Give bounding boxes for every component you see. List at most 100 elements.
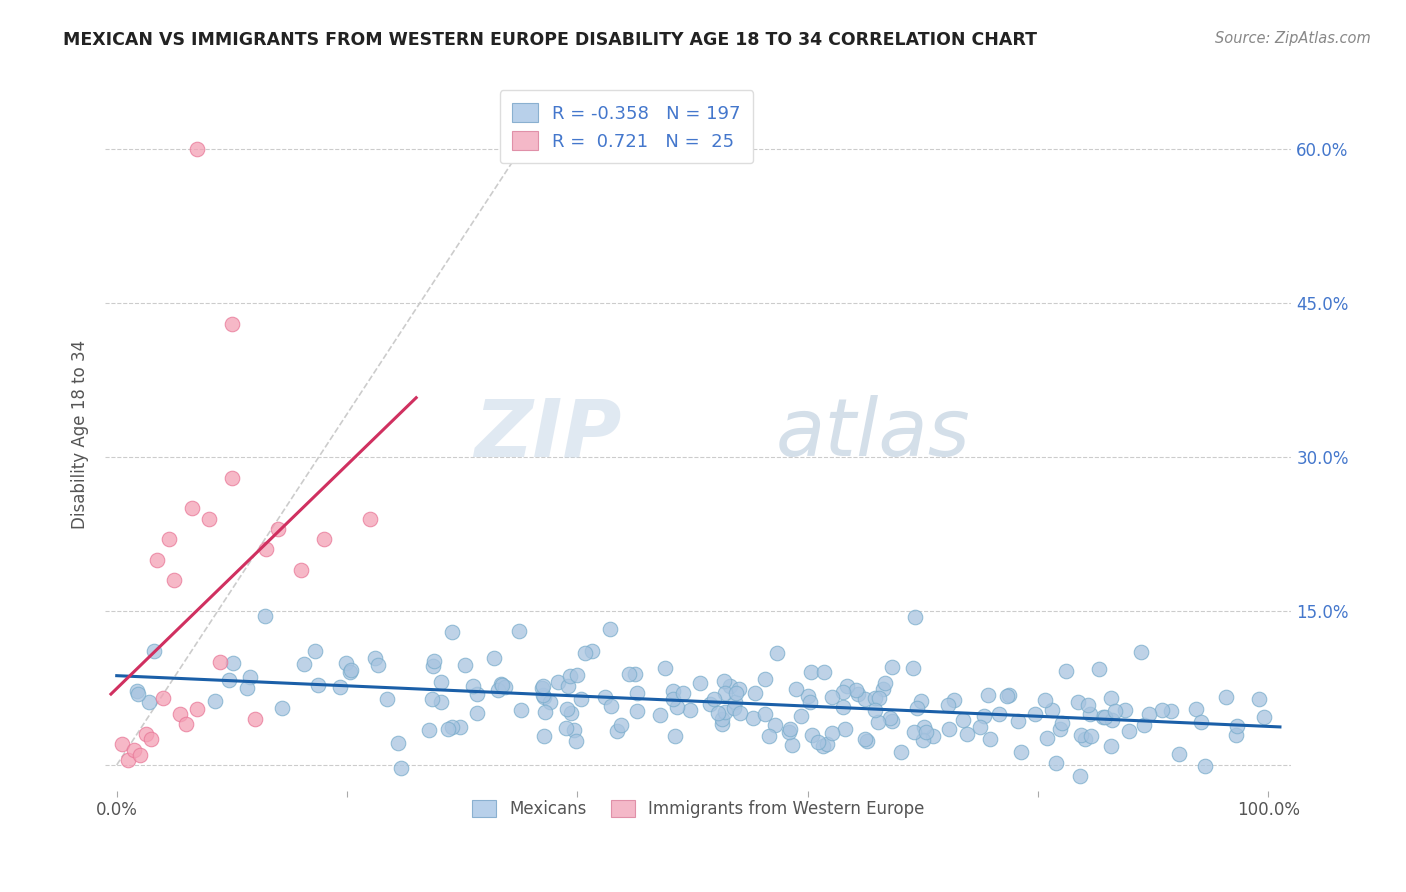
Point <box>763 717 786 731</box>
Point <box>367 657 389 672</box>
Point <box>449 720 471 734</box>
Point <box>491 677 513 691</box>
Point <box>440 625 463 640</box>
Point <box>1054 664 1077 678</box>
Point <box>221 317 243 331</box>
Point <box>292 657 315 672</box>
Point <box>1035 731 1057 745</box>
Point <box>845 683 868 698</box>
Point <box>1114 703 1136 717</box>
Point <box>198 511 221 525</box>
Point <box>956 727 979 741</box>
Point <box>1099 739 1122 753</box>
Point <box>533 729 555 743</box>
Point <box>218 673 240 687</box>
Point <box>560 706 582 720</box>
Point <box>141 732 163 747</box>
Point <box>569 692 592 706</box>
Point <box>1184 702 1206 716</box>
Point <box>730 706 752 721</box>
Point <box>879 711 901 725</box>
Point <box>253 609 276 624</box>
Point <box>256 542 278 557</box>
Point <box>1010 745 1032 759</box>
Point <box>1118 723 1140 738</box>
Point <box>914 725 936 739</box>
Point <box>599 622 621 636</box>
Point <box>1077 698 1099 712</box>
Point <box>1087 662 1109 676</box>
Point <box>626 686 648 700</box>
Point <box>714 686 737 700</box>
Point <box>648 708 671 723</box>
Legend: Mexicans, Immigrants from Western Europe: Mexicans, Immigrants from Western Europe <box>465 794 931 825</box>
Point <box>1167 747 1189 761</box>
Point <box>1194 758 1216 772</box>
Point <box>766 647 789 661</box>
Point <box>699 697 721 711</box>
Point <box>785 681 807 696</box>
Point <box>799 695 821 709</box>
Point <box>890 745 912 759</box>
Point <box>508 624 530 638</box>
Point <box>430 695 453 709</box>
Point <box>339 665 361 679</box>
Point <box>554 721 576 735</box>
Point <box>304 644 326 658</box>
Point <box>491 678 513 692</box>
Point <box>995 689 1018 703</box>
Point <box>973 709 995 723</box>
Point <box>574 646 596 660</box>
Point <box>180 501 202 516</box>
Point <box>665 699 688 714</box>
Point <box>312 532 335 546</box>
Point <box>1101 713 1123 727</box>
Point <box>744 686 766 700</box>
Point <box>654 661 676 675</box>
Point <box>723 701 745 715</box>
Point <box>905 700 928 714</box>
Point <box>998 688 1021 702</box>
Point <box>903 661 925 675</box>
Point <box>938 722 960 736</box>
Point <box>856 734 879 748</box>
Point <box>801 729 824 743</box>
Point <box>853 731 876 746</box>
Point <box>111 738 134 752</box>
Point <box>626 704 648 718</box>
Point <box>813 665 835 680</box>
Point <box>815 737 838 751</box>
Point <box>790 708 813 723</box>
Point <box>540 695 562 709</box>
Point <box>711 717 734 731</box>
Point <box>1033 693 1056 707</box>
Point <box>127 684 149 698</box>
Point <box>531 688 554 702</box>
Point <box>796 689 818 703</box>
Point <box>1225 719 1247 733</box>
Point <box>835 679 858 693</box>
Point <box>979 731 1001 746</box>
Point <box>903 725 925 739</box>
Point <box>581 644 603 658</box>
Point <box>558 669 581 683</box>
Point <box>672 686 695 700</box>
Point <box>339 663 361 677</box>
Point <box>977 688 1000 702</box>
Point <box>1215 690 1237 704</box>
Point <box>855 692 877 706</box>
Point <box>710 712 733 726</box>
Point <box>846 687 869 701</box>
Point <box>422 658 444 673</box>
Point <box>547 674 569 689</box>
Point <box>465 706 488 720</box>
Point <box>689 676 711 690</box>
Point <box>617 666 640 681</box>
Y-axis label: Disability Age 18 to 34: Disability Age 18 to 34 <box>72 340 89 529</box>
Point <box>718 679 741 693</box>
Point <box>1249 692 1271 706</box>
Point <box>243 712 266 726</box>
Point <box>174 717 197 731</box>
Point <box>873 675 896 690</box>
Text: atlas: atlas <box>776 395 970 473</box>
